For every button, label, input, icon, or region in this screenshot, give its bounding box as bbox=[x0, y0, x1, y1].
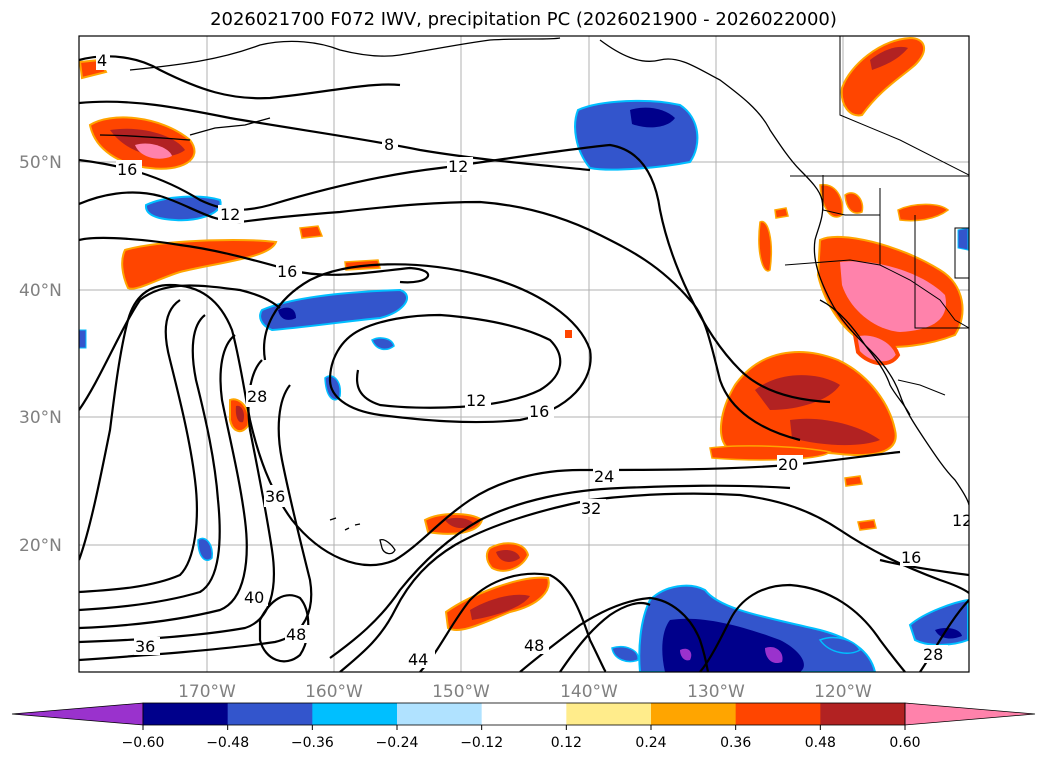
lat-label: 20°N bbox=[19, 536, 62, 556]
map-frame bbox=[78, 35, 970, 673]
lon-label: 140°W bbox=[560, 682, 618, 702]
precip-negative-areas bbox=[79, 99, 969, 672]
colorbar-segment bbox=[397, 703, 483, 725]
colorbar-tick-label: 0.12 bbox=[551, 735, 582, 751]
colorbar-ticks: −0.60 −0.48 −0.36 −0.24 −0.12 0.12 0.24 0.36 0.4… bbox=[122, 725, 921, 751]
contour-label: 20 bbox=[778, 455, 798, 474]
colorbar-extend-max bbox=[904, 702, 1036, 726]
contour-label: 12 bbox=[448, 157, 468, 176]
contour-label: 28 bbox=[923, 645, 943, 664]
colorbar-segment bbox=[566, 703, 652, 725]
lat-label: 40°N bbox=[19, 281, 62, 301]
contour-label: 24 bbox=[594, 467, 614, 486]
colorbar-border bbox=[142, 702, 906, 726]
contour-label: 40 bbox=[244, 588, 264, 607]
colorbar-segment bbox=[312, 703, 398, 725]
lon-label: 150°W bbox=[432, 682, 490, 702]
colorbar-segment bbox=[735, 703, 821, 725]
contour-label: 12 bbox=[466, 391, 486, 410]
colorbar-tick-label: −0.48 bbox=[206, 735, 249, 751]
contour-label: 4 bbox=[97, 51, 107, 70]
colorbar-tick-label: −0.24 bbox=[376, 735, 419, 751]
colorbar-tick-label: −0.12 bbox=[460, 735, 503, 751]
contour-label: 16 bbox=[277, 262, 297, 281]
colorbar-segment bbox=[651, 703, 737, 725]
colorbar-segment bbox=[820, 703, 906, 725]
colorbar-tick-label: 0.60 bbox=[889, 735, 920, 751]
contour-labels: 4 8 12 12 16 16 12 16 28 36 40 48 36 bbox=[96, 50, 972, 669]
contour-label: 12 bbox=[220, 205, 240, 224]
contour-label: 48 bbox=[286, 625, 306, 644]
colorbar-segment bbox=[481, 703, 567, 725]
latitude-labels: 50°N 40°N 30°N 20°N bbox=[19, 153, 62, 556]
contour-label: 36 bbox=[265, 487, 285, 506]
lon-label: 160°W bbox=[305, 682, 363, 702]
coastlines bbox=[99, 37, 969, 555]
lat-label: 50°N bbox=[19, 153, 62, 173]
colorbar-tick-label: 0.24 bbox=[635, 735, 666, 751]
colorbar-tick-label: 0.48 bbox=[805, 735, 836, 751]
contour-label: 44 bbox=[408, 650, 428, 669]
lat-label: 30°N bbox=[19, 408, 62, 428]
contour-label: 48 bbox=[524, 636, 544, 655]
colorbar-tick-label: −0.36 bbox=[291, 735, 334, 751]
precip-positive-areas bbox=[79, 36, 964, 631]
colorbar-tick-label: −0.60 bbox=[122, 735, 165, 751]
contour-label: 8 bbox=[384, 135, 394, 154]
contour-label: 36 bbox=[135, 637, 155, 656]
contour-label: 16 bbox=[529, 402, 549, 421]
contour-label: 16 bbox=[117, 160, 137, 179]
contour-label: 28 bbox=[247, 387, 267, 406]
colorbar-tick-label: 0.36 bbox=[720, 735, 751, 751]
colorbar-extend-min bbox=[11, 702, 144, 726]
lon-label: 120°W bbox=[814, 682, 872, 702]
contour-label: 16 bbox=[901, 548, 921, 567]
borders bbox=[784, 36, 969, 396]
contour-label: 32 bbox=[581, 499, 601, 518]
colorbar-segment bbox=[143, 703, 229, 725]
longitude-labels: 170°W 160°W 150°W 140°W 130°W 120°W bbox=[178, 682, 872, 702]
map-title: 2026021700 F072 IWV, precipitation PC (2… bbox=[210, 9, 837, 30]
lon-label: 170°W bbox=[178, 682, 236, 702]
contour-label: 12 bbox=[952, 511, 972, 530]
colorbar bbox=[11, 702, 1036, 726]
lon-label: 130°W bbox=[687, 682, 745, 702]
graticule bbox=[79, 36, 969, 672]
colorbar-segment bbox=[227, 703, 313, 725]
